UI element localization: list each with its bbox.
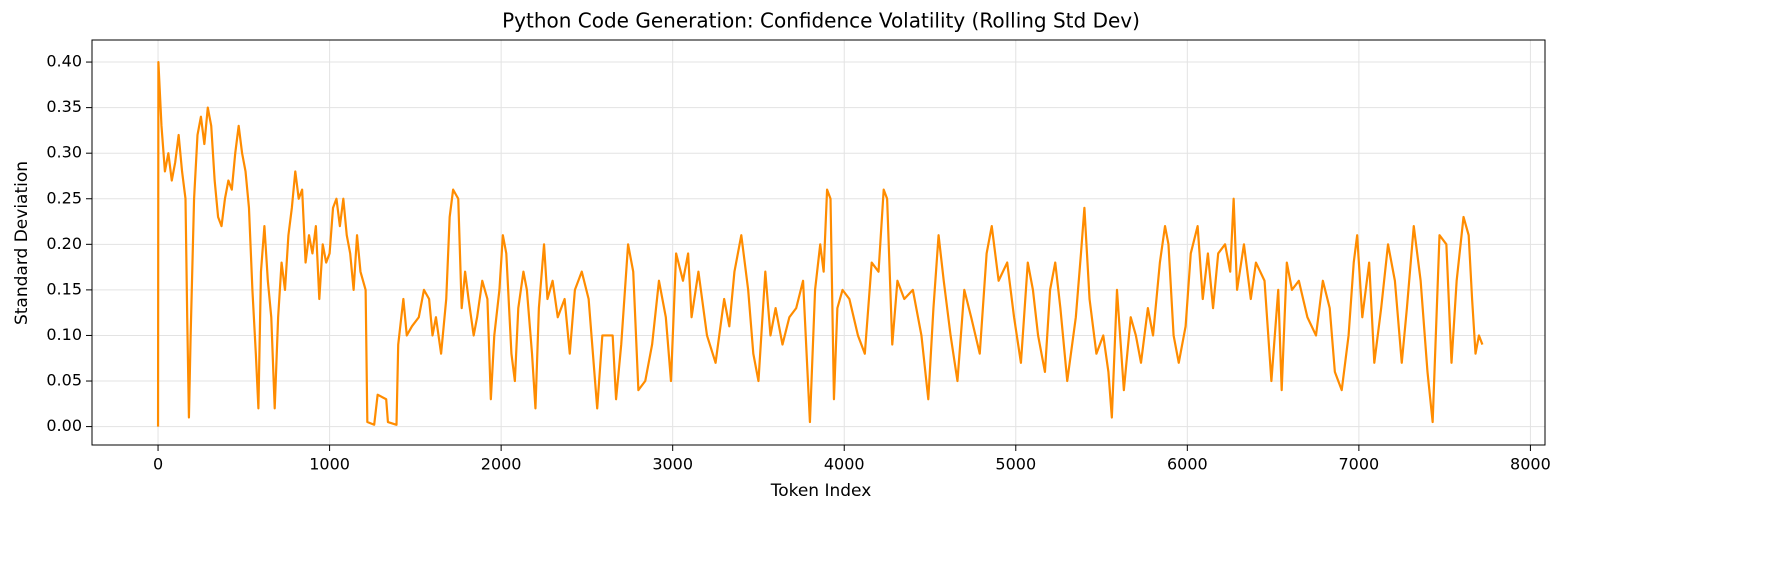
y-tick-label: 0.10 <box>46 325 82 344</box>
chart-title: Python Code Generation: Confidence Volat… <box>502 9 1140 33</box>
x-tick-label: 1000 <box>309 455 350 474</box>
x-tick-label: 4000 <box>824 455 865 474</box>
y-tick-label: 0.40 <box>46 52 82 71</box>
x-tick-label: 2000 <box>481 455 522 474</box>
x-tick-label: 6000 <box>1167 455 1208 474</box>
y-tick-label: 0.05 <box>46 371 82 390</box>
plot-frame <box>91 39 1546 446</box>
x-axis-label: Token Index <box>770 481 872 501</box>
x-tick-label: 0 <box>153 455 163 474</box>
y-tick-label: 0.30 <box>46 143 82 162</box>
y-tick-label: 0.35 <box>46 97 82 116</box>
y-tick-label: 0.20 <box>46 234 82 253</box>
x-tick-label: 7000 <box>1339 455 1380 474</box>
x-tick-label: 8000 <box>1510 455 1551 474</box>
x-tick-label: 3000 <box>652 455 693 474</box>
y-tick-label: 0.15 <box>46 279 82 298</box>
y-axis-label: Standard Deviation <box>12 161 32 325</box>
line-series <box>156 60 1484 427</box>
x-tick-label: 5000 <box>995 455 1036 474</box>
y-tick-label: 0.00 <box>46 416 82 435</box>
y-tick-label: 0.25 <box>46 188 82 207</box>
